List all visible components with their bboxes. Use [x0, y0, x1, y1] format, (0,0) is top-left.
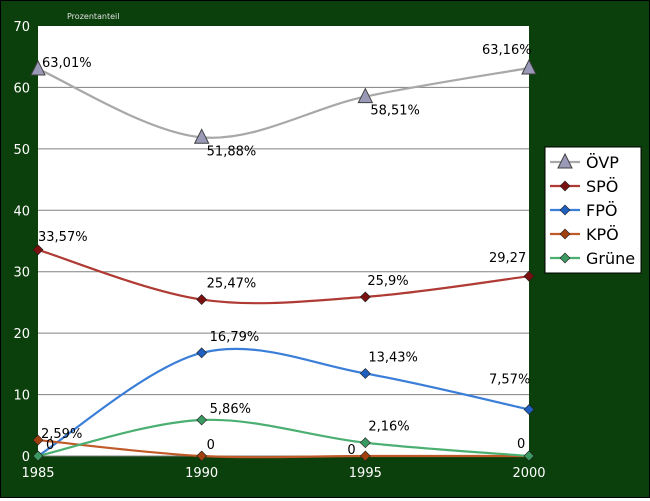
legend-label: FPÖ	[586, 201, 617, 220]
series-grüne: 0 5,86% 2,16%	[32, 402, 535, 462]
x-tick-label: 1990	[185, 466, 218, 481]
series-line	[37, 418, 530, 458]
legend: ÖVP SPÖ FPÖ KPÖ Grüne	[544, 146, 642, 274]
data-point	[196, 294, 208, 305]
data-label: 0	[347, 443, 355, 458]
data-point	[359, 450, 371, 462]
series-övp: 63,01% 51,88% 58,51% 63,16%	[30, 43, 537, 159]
legend-marker	[557, 152, 573, 169]
data-point	[30, 59, 46, 76]
data-label: 25,9%	[367, 274, 408, 289]
data-label: 0	[207, 438, 215, 453]
y-tick-label: 70	[13, 20, 30, 35]
data-label: 29,27	[489, 251, 526, 266]
data-point	[359, 368, 371, 379]
legend-marker	[559, 228, 571, 240]
data-point	[523, 404, 535, 415]
data-point	[196, 450, 208, 462]
series-group: 63,01% 51,88% 58,51% 63,16% 33,57% 25,47% 25,9…	[30, 43, 537, 462]
legend-label: ÖVP	[586, 153, 619, 172]
data-point	[521, 58, 537, 75]
y-tick-label: 50	[13, 143, 30, 158]
data-point	[32, 244, 44, 256]
legend-label: Grüne	[586, 249, 635, 268]
series-line	[37, 347, 530, 457]
y-tick-label: 20	[13, 327, 30, 342]
series-spö: 33,57% 25,47% 25,9% 29,27	[32, 230, 535, 305]
y-tick-label: 30	[13, 266, 30, 281]
data-point	[193, 128, 210, 144]
data-label: 0	[46, 438, 54, 453]
data-label: 58,51%	[370, 104, 420, 119]
data-label: 13,43%	[368, 351, 418, 366]
legend-item-kpö: KPÖ	[550, 225, 619, 244]
x-tick-label: 1985	[21, 466, 54, 481]
legend-marker	[559, 252, 571, 264]
legend-marker	[559, 180, 571, 192]
data-point	[523, 270, 535, 282]
data-label: 25,47%	[207, 277, 257, 292]
y-tick-label: 10	[13, 389, 30, 404]
y-tick-label: 40	[13, 204, 30, 219]
legend-item-fpö: FPÖ	[550, 201, 617, 220]
data-point	[32, 434, 44, 446]
legend-label: SPÖ	[586, 177, 618, 196]
x-tick-label: 2000	[512, 466, 545, 481]
y-axis-ticks: 0 10 20 30 40 50 60 70	[13, 20, 30, 465]
data-point	[523, 450, 535, 462]
data-label: 2,16%	[368, 420, 409, 435]
plot-area	[38, 26, 529, 456]
legend-item-spö: SPÖ	[550, 177, 618, 196]
data-point	[357, 87, 374, 104]
data-point	[359, 437, 371, 449]
legend-marker	[559, 204, 571, 216]
x-axis-ticks: 1985 1990 1995 2000	[21, 456, 546, 481]
data-label: 2,59%	[41, 427, 82, 442]
data-label: 33,57%	[38, 230, 88, 245]
series-line	[37, 438, 529, 459]
data-label: 0	[517, 437, 525, 452]
data-point	[196, 414, 208, 426]
y-tick-label: 60	[13, 81, 30, 96]
data-label: 16,79%	[210, 330, 260, 345]
data-label: 5,86%	[210, 402, 251, 417]
data-point	[32, 450, 44, 462]
data-point	[359, 291, 371, 303]
legend-item-grüne: Grüne	[550, 249, 635, 268]
data-point	[196, 347, 208, 359]
data-label: 63,16%	[482, 43, 532, 58]
data-label: 63,01%	[42, 56, 92, 71]
series-line	[37, 66, 530, 139]
x-tick-label: 1995	[349, 466, 382, 481]
chart-title: Prozentanteil	[67, 12, 120, 21]
series-line	[37, 248, 530, 305]
y-tick-label: 0	[22, 450, 30, 465]
legend-item-övp: ÖVP	[550, 152, 619, 172]
legend-label: KPÖ	[586, 225, 619, 244]
data-label: 51,88%	[207, 144, 257, 159]
data-label: 7,57%	[489, 372, 530, 387]
